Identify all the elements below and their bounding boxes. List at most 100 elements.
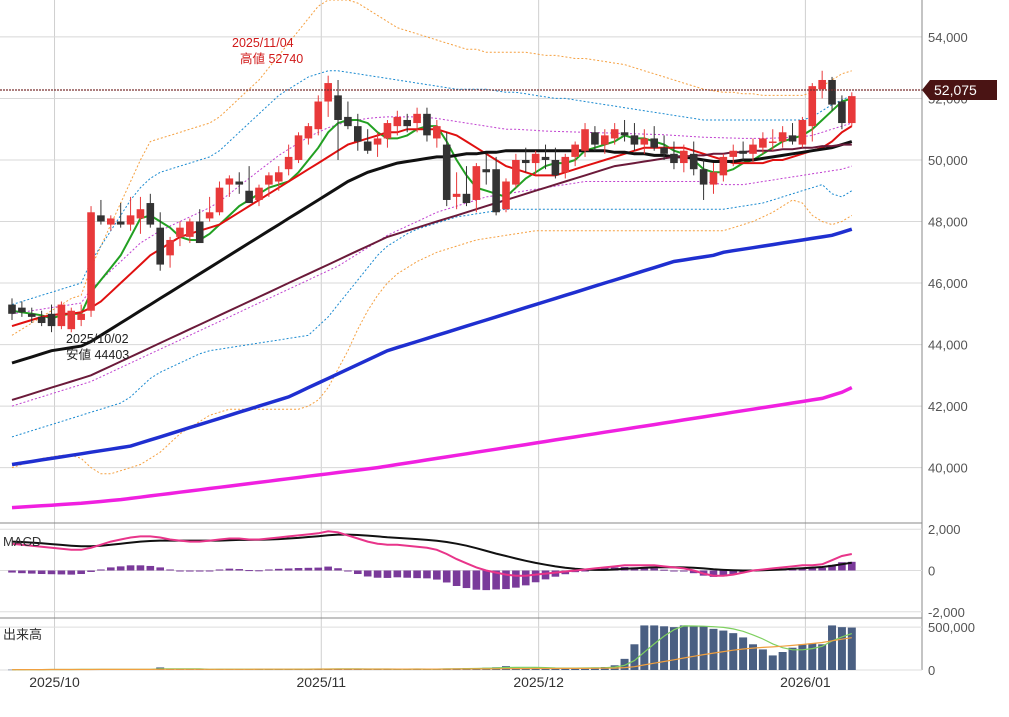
macd-histogram-bar (670, 570, 678, 572)
macd-histogram-bar (719, 570, 728, 577)
candle-body (571, 144, 579, 157)
macd-tick-label: 2,000 (928, 522, 961, 537)
line-ma-signal (11, 143, 852, 401)
volume-bar (798, 644, 807, 670)
macd-histogram-bar (245, 570, 253, 572)
macd-histogram-bar (284, 568, 293, 571)
macd-histogram-bar (205, 570, 214, 572)
band-mid-lower (11, 184, 853, 438)
macd-histogram-bar (709, 570, 718, 577)
macd-histogram-bar (492, 570, 500, 590)
candle-body (47, 313, 56, 327)
candle-body (67, 310, 76, 330)
volume-bar (669, 627, 678, 670)
macd-histogram-bar (521, 570, 530, 586)
candle-body (136, 209, 145, 219)
macd-histogram-bar (531, 570, 540, 583)
volume-bar (847, 627, 856, 670)
volume-bar (837, 627, 846, 670)
candle-body (334, 95, 342, 120)
candle-body (354, 126, 362, 142)
candle-body (255, 187, 263, 200)
volume-bar (8, 669, 16, 671)
candle-body (166, 239, 174, 256)
candle-body (314, 101, 323, 130)
candle-body (512, 159, 520, 185)
macd-histogram-bar (383, 570, 392, 578)
x-tick-label: 2025/11 (296, 674, 346, 690)
x-tick-label: 2025/10 (29, 674, 80, 690)
candle-body (205, 212, 214, 219)
macd-histogram-bar (314, 567, 323, 571)
macd-histogram-bar (67, 570, 76, 575)
candle-body (660, 147, 668, 154)
candle-body (274, 172, 283, 182)
candle-body (344, 116, 352, 127)
volume-tick-label: 500,000 (928, 620, 975, 635)
candle-body (126, 215, 135, 225)
macd-histogram-bar (334, 568, 342, 571)
macd-histogram-bar (77, 570, 85, 575)
candle-body (670, 153, 678, 164)
macd-histogram-bar (97, 569, 105, 571)
macd-histogram-bar (57, 570, 66, 575)
price-tick-label: 42,000 (928, 399, 968, 414)
volume-bar (749, 644, 757, 670)
macd-histogram-bar (660, 569, 668, 571)
candle-body (383, 123, 392, 139)
macd-line (11, 530, 852, 577)
macd-histogram-bar (304, 567, 313, 571)
candle-body (265, 175, 273, 185)
volume-bar (788, 647, 797, 670)
volume-bar (719, 630, 728, 670)
candle-body (768, 141, 777, 144)
candle-body (87, 212, 95, 311)
candle-body (195, 221, 204, 244)
candle-body (808, 86, 817, 127)
volume-bar (739, 637, 748, 670)
candle-body (680, 150, 688, 164)
macd-histogram-bar (294, 568, 303, 571)
volume-bar (551, 668, 560, 670)
candle-body (57, 304, 66, 327)
candle-body (759, 138, 767, 148)
macd-histogram-bar (423, 570, 431, 579)
candle-body (630, 135, 639, 145)
macd-histogram-bar (541, 570, 550, 580)
macd-histogram-bar (87, 570, 95, 572)
volume-tick-label: 0 (928, 663, 935, 678)
x-tick-label: 2025/12 (513, 674, 564, 690)
candle-body (581, 129, 589, 151)
macd-histogram-bar (126, 565, 135, 571)
candle-body (472, 166, 481, 200)
macd-histogram-bar (472, 570, 481, 590)
candle-body (462, 193, 471, 204)
candle-body (601, 135, 609, 145)
candle-body (640, 138, 649, 145)
macd-histogram-bar (413, 570, 421, 579)
macd-histogram-bar (393, 570, 402, 578)
candle-body (146, 203, 155, 225)
candle-body (235, 181, 244, 185)
macd-tick-label: -2,000 (928, 605, 965, 620)
volume-bar (778, 652, 787, 670)
macd-histogram-bar (403, 570, 411, 578)
macd-histogram-bar (255, 570, 263, 572)
candle-body (828, 79, 836, 105)
macd-histogram-bar (324, 566, 332, 571)
macd-histogram-bar (739, 570, 747, 573)
candle-body (798, 119, 807, 145)
macd-histogram-bar (433, 570, 441, 580)
candle-body (719, 156, 728, 176)
macd-histogram-bar (156, 567, 164, 571)
macd-histogram-bar (689, 570, 698, 574)
macd-signal-line (11, 533, 852, 572)
candle-body (77, 313, 85, 320)
volume-bar (650, 625, 659, 670)
candle-body (176, 227, 184, 237)
candle-body (8, 304, 16, 314)
macd-histogram-bar (373, 570, 382, 578)
candle-body (739, 150, 747, 154)
price-tick-label: 48,000 (928, 215, 968, 230)
candle-body (521, 159, 530, 164)
